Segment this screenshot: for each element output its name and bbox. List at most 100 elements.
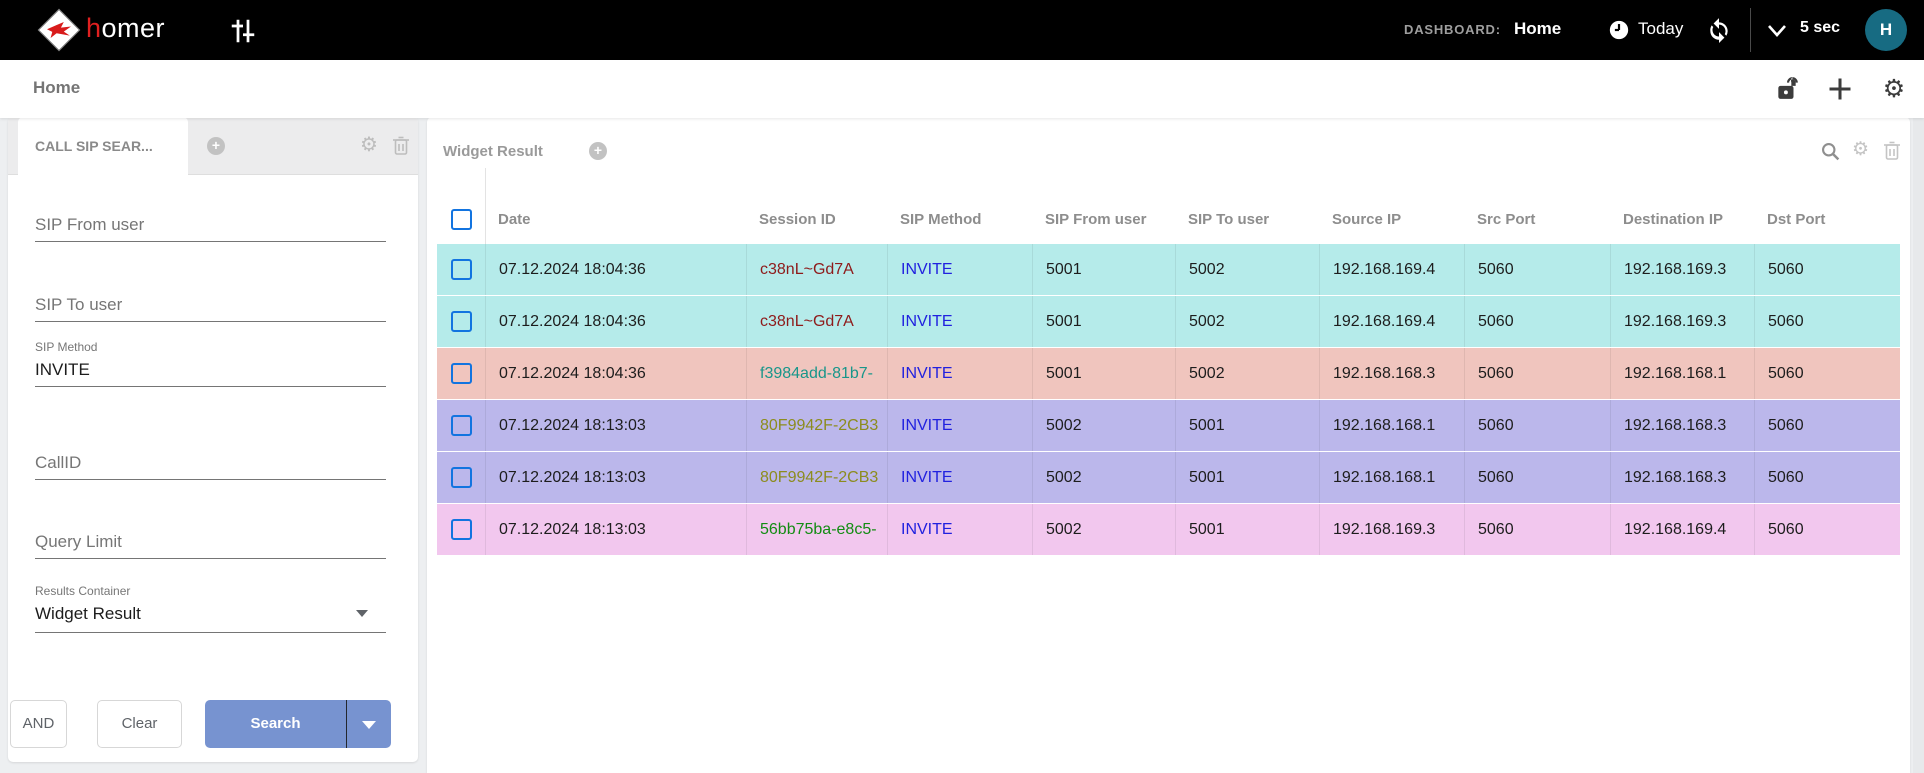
row-checkbox-cell: [437, 452, 485, 503]
cell-sip-method[interactable]: INVITE: [887, 452, 1032, 503]
caret-down-icon: [362, 721, 376, 729]
table-row[interactable]: 07.12.2024 18:04:36 c38nL~Gd7A INVITE 5001 5…: [437, 244, 1900, 296]
query-limit-input[interactable]: [35, 530, 386, 559]
table-header-row: Date Session ID SIP Method SIP From user SIP…: [437, 195, 1900, 244]
sip-method-input[interactable]: [35, 358, 386, 387]
cell-session-id[interactable]: c38nL~Gd7A: [746, 244, 887, 295]
widget-gear-icon[interactable]: ⚙: [1852, 139, 1870, 160]
cell-sip-method[interactable]: INVITE: [887, 296, 1032, 347]
widget-add-icon[interactable]: +: [589, 142, 607, 160]
sip-method-label: SIP Method: [35, 340, 98, 354]
search-button[interactable]: Search: [250, 715, 301, 732]
settings-gear-icon[interactable]: ⚙: [1882, 75, 1906, 103]
sip-to-user-input[interactable]: [35, 293, 386, 322]
search-panel-tabbar: CALL SIP SEAR... + ⚙: [8, 117, 418, 175]
tune-icon[interactable]: [228, 16, 262, 46]
cell-session-id[interactable]: c38nL~Gd7A: [746, 296, 887, 347]
row-checkbox-cell: [437, 504, 485, 555]
cell-dest-ip: 192.168.168.1: [1610, 348, 1754, 399]
column-header-sip-to-user: SIP To user: [1188, 211, 1270, 228]
cell-date: 07.12.2024 18:13:03: [485, 452, 746, 503]
cell-sip-method[interactable]: INVITE: [887, 348, 1032, 399]
refresh-interval-label[interactable]: 5 sec: [1800, 19, 1841, 36]
cell-from-user: 5002: [1032, 400, 1175, 451]
add-tab-icon[interactable]: +: [207, 137, 225, 155]
cell-src-port: 5060: [1464, 296, 1610, 347]
cell-date: 07.12.2024 18:04:36: [485, 348, 746, 399]
cell-to-user: 5002: [1175, 244, 1319, 295]
row-checkbox[interactable]: [450, 519, 472, 540]
cell-session-id[interactable]: 80F9942F-2CB3: [746, 400, 887, 451]
table-row[interactable]: 07.12.2024 18:04:36 c38nL~Gd7A INVITE 5001 5…: [437, 296, 1900, 348]
time-range-button[interactable]: Today: [1638, 19, 1684, 38]
cell-to-user: 5001: [1175, 452, 1319, 503]
cell-from-user: 5001: [1032, 244, 1175, 295]
unlock-icon[interactable]: [1774, 75, 1802, 103]
cell-to-user: 5001: [1175, 400, 1319, 451]
cell-to-user: 5001: [1175, 504, 1319, 555]
column-header-sip-method: SIP Method: [900, 211, 982, 228]
cell-date: 07.12.2024 18:13:03: [485, 400, 746, 451]
search-split-button: Search: [205, 700, 391, 748]
cell-session-id[interactable]: 80F9942F-2CB3: [746, 452, 887, 503]
callid-input[interactable]: [35, 451, 386, 480]
cell-dest-ip: 192.168.168.3: [1610, 452, 1754, 503]
cell-source-ip: 192.168.169.4: [1319, 296, 1464, 347]
cell-dst-port: 5060: [1754, 504, 1900, 555]
cell-sip-method[interactable]: INVITE: [887, 504, 1032, 555]
table-row[interactable]: 07.12.2024 18:13:03 56bb75ba-e8c5- INVITE 5…: [437, 504, 1900, 556]
row-checkbox[interactable]: [450, 467, 472, 488]
chevron-down-icon[interactable]: [1766, 24, 1788, 38]
add-widget-icon[interactable]: [1826, 75, 1854, 103]
cell-from-user: 5002: [1032, 452, 1175, 503]
cell-src-port: 5060: [1464, 452, 1610, 503]
table-row[interactable]: 07.12.2024 18:13:03 80F9942F-2CB3 INVITE 50…: [437, 400, 1900, 452]
cell-source-ip: 192.168.168.1: [1319, 452, 1464, 503]
cell-dst-port: 5060: [1754, 244, 1900, 295]
row-checkbox-cell: [437, 244, 485, 295]
cell-src-port: 5060: [1464, 504, 1610, 555]
results-container-select[interactable]: Widget Result: [35, 602, 386, 633]
page-title: Home: [33, 78, 81, 97]
widget-search-icon[interactable]: [1820, 141, 1841, 162]
cell-dst-port: 5060: [1754, 452, 1900, 503]
row-checkbox[interactable]: [450, 259, 472, 280]
panel-trash-icon[interactable]: [392, 136, 410, 156]
select-all-checkbox[interactable]: [450, 209, 472, 230]
cell-sip-method[interactable]: INVITE: [887, 400, 1032, 451]
refresh-icon[interactable]: [1706, 17, 1732, 43]
row-checkbox[interactable]: [450, 363, 472, 384]
sip-from-user-input[interactable]: [35, 213, 386, 242]
and-operator-button[interactable]: AND: [10, 700, 67, 748]
content-scrollbar-track[interactable]: [1913, 118, 1924, 773]
cell-date: 07.12.2024 18:04:36: [485, 244, 746, 295]
clock-icon[interactable]: [1608, 19, 1630, 41]
clear-button[interactable]: Clear: [97, 700, 182, 748]
cell-session-id[interactable]: 56bb75ba-e8c5-: [746, 504, 887, 555]
column-header-sip-from-user: SIP From user: [1045, 211, 1147, 228]
topbar-divider: [1750, 8, 1751, 52]
select-caret-icon: [356, 610, 368, 617]
row-checkbox[interactable]: [450, 311, 472, 332]
cell-to-user: 5002: [1175, 296, 1319, 347]
cell-date: 07.12.2024 18:13:03: [485, 504, 746, 555]
column-header-date: Date: [498, 211, 531, 228]
brand-title: homer: [86, 13, 166, 43]
widget-trash-icon[interactable]: [1883, 141, 1901, 161]
widget-title: Widget Result: [443, 143, 543, 160]
cell-sip-method[interactable]: INVITE: [887, 244, 1032, 295]
results-container-label: Results Container: [35, 584, 131, 598]
dashboard-name[interactable]: Home: [1514, 19, 1562, 38]
cell-from-user: 5002: [1032, 504, 1175, 555]
cell-dst-port: 5060: [1754, 348, 1900, 399]
row-checkbox[interactable]: [450, 415, 472, 436]
tab-call-sip-search[interactable]: CALL SIP SEAR...: [18, 117, 188, 175]
homer-logo[interactable]: [37, 8, 81, 52]
cell-session-id[interactable]: f3984add-81b7-: [746, 348, 887, 399]
search-options-arrow[interactable]: [346, 700, 391, 748]
table-row[interactable]: 07.12.2024 18:13:03 80F9942F-2CB3 INVITE 50…: [437, 452, 1900, 504]
user-avatar[interactable]: H: [1865, 9, 1907, 51]
dashboard-label: DASHBOARD:: [1404, 22, 1501, 37]
table-row[interactable]: 07.12.2024 18:04:36 f3984add-81b7- INVITE 5…: [437, 348, 1900, 400]
panel-gear-icon[interactable]: ⚙: [360, 134, 378, 156]
